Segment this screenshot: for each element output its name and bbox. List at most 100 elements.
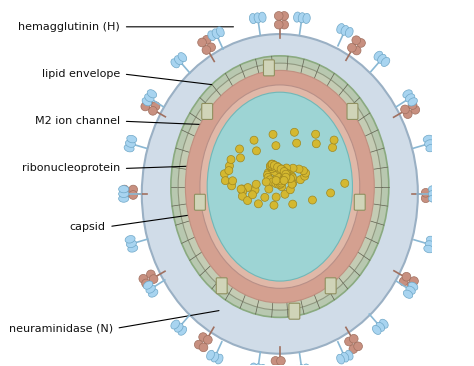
Ellipse shape (118, 195, 129, 202)
Circle shape (277, 179, 285, 187)
Circle shape (289, 179, 297, 187)
Circle shape (139, 274, 148, 283)
Ellipse shape (378, 54, 386, 63)
Circle shape (289, 164, 297, 172)
Ellipse shape (341, 352, 349, 362)
Text: capsid: capsid (70, 221, 106, 232)
Circle shape (199, 333, 208, 341)
Text: ribonucleoprotein: ribonucleoprotein (22, 164, 120, 173)
FancyBboxPatch shape (264, 60, 274, 76)
Circle shape (265, 185, 273, 193)
Ellipse shape (373, 325, 381, 335)
Circle shape (401, 105, 410, 114)
Circle shape (330, 136, 338, 144)
Ellipse shape (174, 56, 183, 65)
Circle shape (292, 139, 301, 147)
Text: lipid envelope: lipid envelope (42, 69, 120, 79)
Circle shape (430, 194, 439, 203)
Circle shape (400, 277, 408, 286)
Ellipse shape (298, 365, 306, 366)
Ellipse shape (427, 236, 437, 244)
Circle shape (283, 164, 291, 172)
Ellipse shape (178, 53, 187, 61)
Circle shape (288, 180, 296, 188)
Circle shape (301, 169, 310, 177)
FancyBboxPatch shape (194, 194, 205, 210)
Circle shape (288, 173, 296, 182)
Ellipse shape (406, 286, 415, 294)
Circle shape (286, 175, 294, 183)
Ellipse shape (423, 135, 433, 143)
Ellipse shape (380, 319, 388, 328)
Ellipse shape (341, 26, 349, 35)
Ellipse shape (142, 34, 418, 354)
Circle shape (239, 188, 246, 196)
Ellipse shape (126, 140, 136, 147)
Circle shape (345, 337, 354, 346)
Ellipse shape (254, 364, 262, 366)
Ellipse shape (293, 365, 301, 366)
Ellipse shape (211, 352, 219, 362)
Circle shape (198, 38, 206, 47)
Ellipse shape (171, 56, 389, 317)
Circle shape (262, 178, 270, 186)
Ellipse shape (125, 236, 135, 243)
Circle shape (244, 197, 252, 205)
Circle shape (267, 167, 274, 175)
Ellipse shape (405, 94, 415, 102)
Circle shape (129, 191, 137, 199)
Circle shape (276, 180, 284, 188)
Ellipse shape (207, 350, 214, 360)
Circle shape (278, 165, 286, 173)
Circle shape (280, 12, 289, 20)
Circle shape (271, 356, 280, 365)
Circle shape (244, 184, 252, 191)
Text: M2 ion channel: M2 ion channel (35, 116, 120, 126)
Ellipse shape (217, 27, 224, 37)
Ellipse shape (337, 23, 345, 33)
Circle shape (238, 185, 246, 193)
Circle shape (271, 164, 279, 172)
Circle shape (270, 167, 278, 175)
Circle shape (286, 186, 294, 194)
Circle shape (280, 20, 289, 29)
Circle shape (151, 102, 160, 111)
Ellipse shape (259, 12, 266, 22)
Circle shape (273, 163, 282, 171)
Circle shape (142, 279, 150, 288)
Circle shape (328, 143, 337, 152)
Circle shape (264, 171, 272, 179)
Circle shape (202, 36, 211, 44)
Ellipse shape (409, 282, 418, 290)
Ellipse shape (303, 14, 310, 23)
Circle shape (341, 179, 349, 187)
FancyBboxPatch shape (202, 104, 213, 119)
Ellipse shape (293, 12, 301, 22)
Ellipse shape (215, 354, 223, 364)
Circle shape (411, 105, 419, 114)
Circle shape (269, 178, 277, 186)
Circle shape (268, 162, 276, 170)
Circle shape (202, 46, 211, 55)
Ellipse shape (212, 29, 220, 38)
Ellipse shape (408, 98, 418, 106)
Ellipse shape (428, 195, 438, 202)
Circle shape (269, 130, 277, 138)
Ellipse shape (428, 190, 438, 198)
Circle shape (238, 192, 246, 200)
Circle shape (285, 170, 293, 178)
Circle shape (272, 176, 280, 184)
Ellipse shape (143, 281, 153, 289)
Circle shape (276, 356, 285, 365)
Ellipse shape (298, 13, 306, 23)
Circle shape (272, 180, 280, 187)
Circle shape (129, 185, 137, 194)
Ellipse shape (207, 92, 353, 281)
Circle shape (271, 165, 279, 173)
Circle shape (268, 160, 276, 168)
Circle shape (356, 38, 365, 47)
Ellipse shape (249, 363, 257, 366)
Circle shape (410, 277, 419, 285)
Ellipse shape (174, 323, 183, 332)
Circle shape (274, 12, 283, 20)
